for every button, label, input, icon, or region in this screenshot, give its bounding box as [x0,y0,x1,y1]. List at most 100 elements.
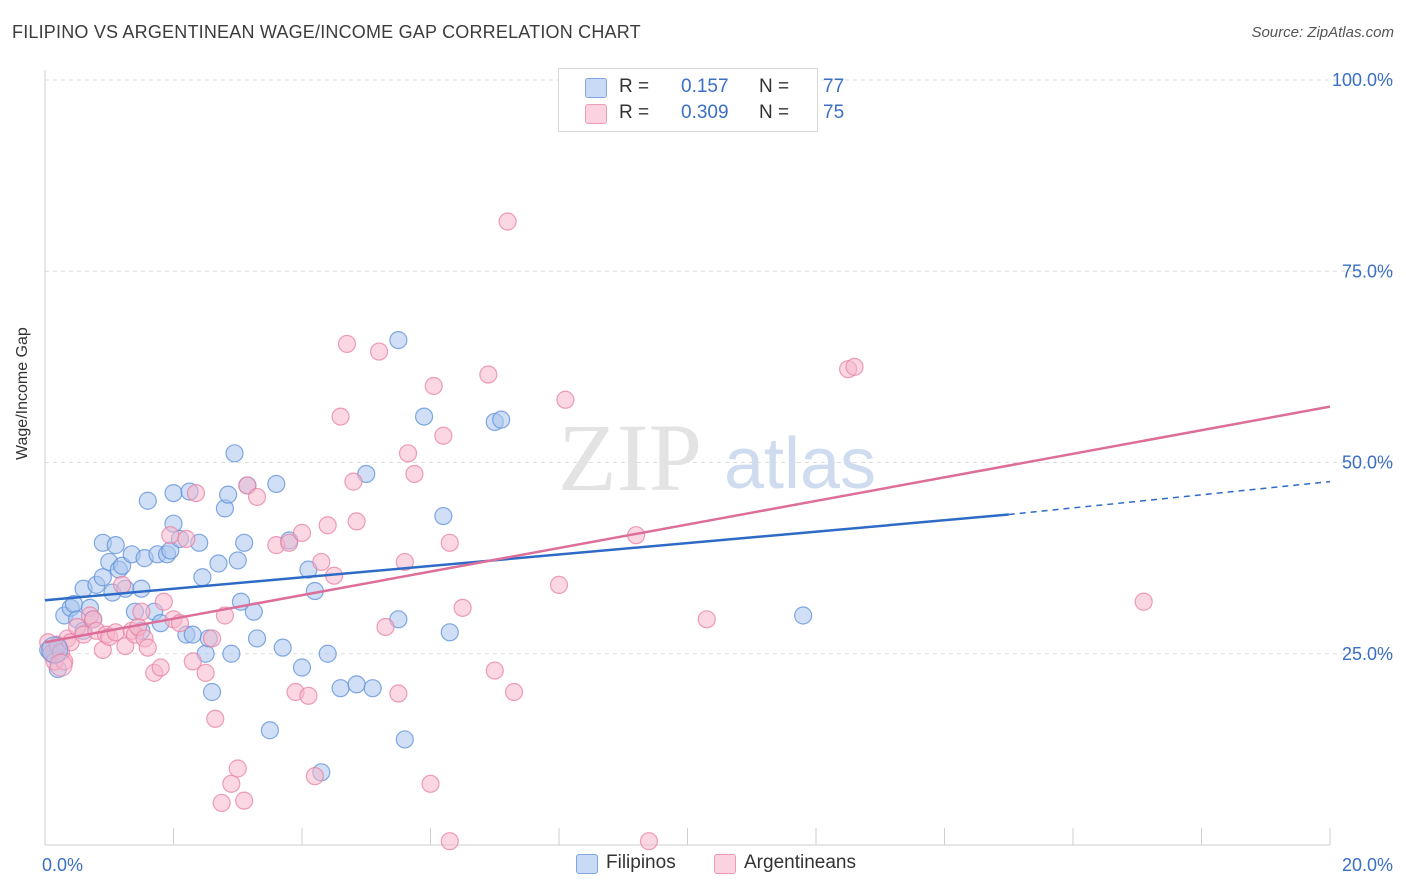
x-tick-label: 20.0% [1342,855,1393,875]
legend-r-key: R = [619,76,650,97]
legend-r-key: R = [619,102,650,123]
axes [44,70,1331,846]
filipinos-point [138,491,157,510]
argentineans-point [347,512,366,531]
argentineans-point [440,832,459,851]
argentineans-point [331,407,350,426]
trend-lines [44,405,1331,644]
filipinos-point [41,636,69,664]
argentineans-point [247,487,267,507]
argentineans-point [235,791,254,810]
legend-swatch-filipinos [585,78,607,98]
correlation-legend: R = 0.157 N = 77 R = 0.309 N = 75 [558,68,844,132]
y-axis-label: Wage/Income Gap [14,327,31,460]
argentineans-point [312,552,331,572]
argentineans-point [697,610,716,629]
argentineans-point [183,652,202,671]
filipinos-point [164,484,183,503]
legend-n-key: N = [759,76,790,97]
grid-lines [45,79,1395,655]
filipinos-point [389,331,408,350]
tick-labels: 25.0% 50.0% 75.0% 100.0% 0.0% 20.0% [42,70,1393,875]
argentineans-point [154,592,173,611]
y-tick-label: 100.0% [1332,70,1393,90]
series-legend: Filipinos Argentineans [0,852,1406,878]
legend-swatch-argentineans [585,104,607,124]
argentineans-point [398,444,418,463]
filipinos-point [106,536,125,555]
filipinos-point [292,658,312,677]
argentineans-point [395,552,414,572]
filipinos-point [331,679,350,698]
legend-swatch-filipinos [576,854,598,874]
argentineans-point [337,334,357,354]
argentineans-point [112,575,132,595]
argentineans-point [434,426,453,445]
legend-n-value: 75 [823,102,845,123]
filipinos-point [273,638,292,657]
argentineans-point [212,793,231,813]
filipinos-point [225,444,244,463]
argentineans-point [498,212,517,231]
argentineans-point [151,658,170,677]
legend-r-value: 0.309 [681,102,729,123]
filipinos-point [318,644,337,663]
argentineans-point [405,464,424,484]
legend-n-value: 77 [823,76,845,97]
argentineans-point [453,598,472,617]
argentineans-point [318,516,337,535]
filipinos-point [235,533,254,552]
filipinos-trend-line [44,513,1009,602]
argentineans-point [292,523,312,542]
y-tick-label: 50.0% [1342,453,1393,473]
argentineans-point [161,526,180,545]
argentineans-point [479,365,498,384]
filipinos-point [492,410,511,429]
argentineans-point [1134,592,1153,611]
argentineans-point [556,390,575,409]
watermark: ZIP atlas [558,404,876,511]
argentineans-point [639,832,659,851]
argentineans-point [132,602,151,621]
filipinos-point [209,554,228,573]
filipinos-point [267,474,286,494]
filipinos-point [434,506,453,526]
y-tick-label: 75.0% [1342,261,1393,281]
filipinos-point [363,679,382,698]
argentineans-point [549,575,569,595]
filipinos-point [193,568,212,587]
argentineans-point [196,663,215,682]
argentineans-point [344,472,363,491]
filipinos-trend-extension [1008,480,1331,516]
data-points [39,212,1153,851]
y-tick-label: 25.0% [1342,644,1393,664]
filipinos-point [260,721,279,740]
argentineans-point [305,767,324,786]
argentineans-trend-line [44,405,1331,644]
legend-label-filipinos: Filipinos [606,852,676,873]
chart-title: FILIPINO VS ARGENTINEAN WAGE/INCOME GAP … [12,22,641,42]
argentineans-point [389,684,408,703]
legend-label-argentineans: Argentineans [744,852,856,873]
filipinos-point [247,629,267,648]
watermark-atlas: atlas [724,424,876,504]
argentineans-point [186,484,206,503]
watermark-zip: ZIP [558,404,702,511]
filipinos-point [202,682,222,702]
argentineans-point [228,759,247,778]
filipinos-point [440,623,459,642]
argentineans-point [280,533,299,552]
argentineans-point [376,617,395,637]
argentineans-point [222,774,241,793]
source-credit: Source: ZipAtlas.com [1251,24,1394,41]
argentineans-point [504,682,524,702]
legend-n-key: N = [759,102,790,123]
legend-r-value: 0.157 [681,76,729,97]
filipinos-point [93,568,112,587]
argentineans-point [202,629,222,648]
filipinos-point [794,606,813,625]
argentineans-point [370,342,389,361]
filipinos-point [228,551,247,570]
argentineans-point [421,774,440,793]
